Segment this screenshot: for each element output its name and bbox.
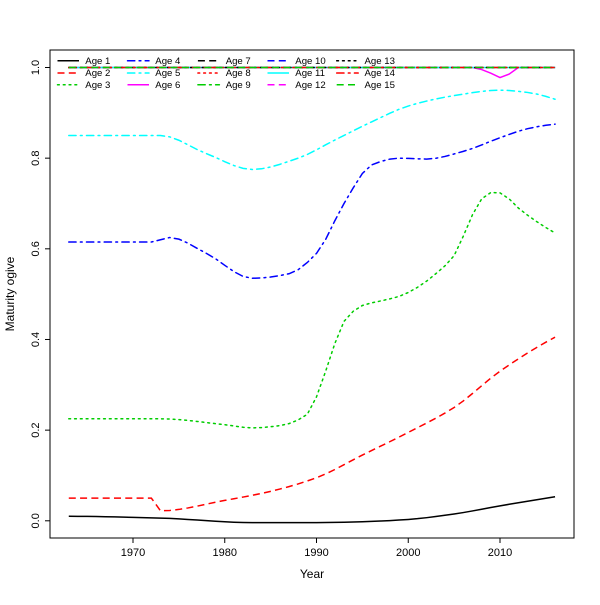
svg-text:Age 8: Age 8 — [226, 68, 251, 79]
svg-text:Age 7: Age 7 — [226, 56, 251, 67]
svg-text:2010: 2010 — [488, 547, 512, 559]
svg-text:Age 3: Age 3 — [85, 80, 110, 91]
svg-text:Age 14: Age 14 — [365, 68, 396, 79]
svg-text:Age 4: Age 4 — [155, 56, 181, 67]
svg-text:1990: 1990 — [304, 547, 328, 559]
svg-text:Age 10: Age 10 — [295, 56, 325, 67]
svg-text:Age 15: Age 15 — [365, 80, 395, 91]
svg-text:Age 1: Age 1 — [85, 56, 110, 67]
svg-text:Age 13: Age 13 — [365, 56, 395, 67]
svg-text:Age 9: Age 9 — [226, 80, 251, 91]
svg-text:0.8: 0.8 — [30, 151, 42, 166]
svg-text:Age 12: Age 12 — [295, 80, 325, 91]
svg-text:Age 5: Age 5 — [155, 68, 180, 79]
svg-text:Maturity ogive: Maturity ogive — [3, 256, 17, 331]
svg-text:2000: 2000 — [396, 547, 420, 559]
svg-text:0.4: 0.4 — [30, 332, 42, 347]
svg-text:Age 6: Age 6 — [155, 80, 180, 91]
svg-text:Year: Year — [300, 567, 324, 581]
svg-text:Age 11: Age 11 — [295, 68, 325, 79]
svg-text:0.6: 0.6 — [30, 241, 42, 256]
svg-text:0.0: 0.0 — [30, 513, 42, 528]
svg-text:1970: 1970 — [121, 547, 145, 559]
svg-text:Age 2: Age 2 — [85, 68, 110, 79]
svg-text:1.0: 1.0 — [30, 60, 42, 75]
svg-text:0.2: 0.2 — [30, 422, 42, 437]
svg-text:1980: 1980 — [213, 547, 237, 559]
